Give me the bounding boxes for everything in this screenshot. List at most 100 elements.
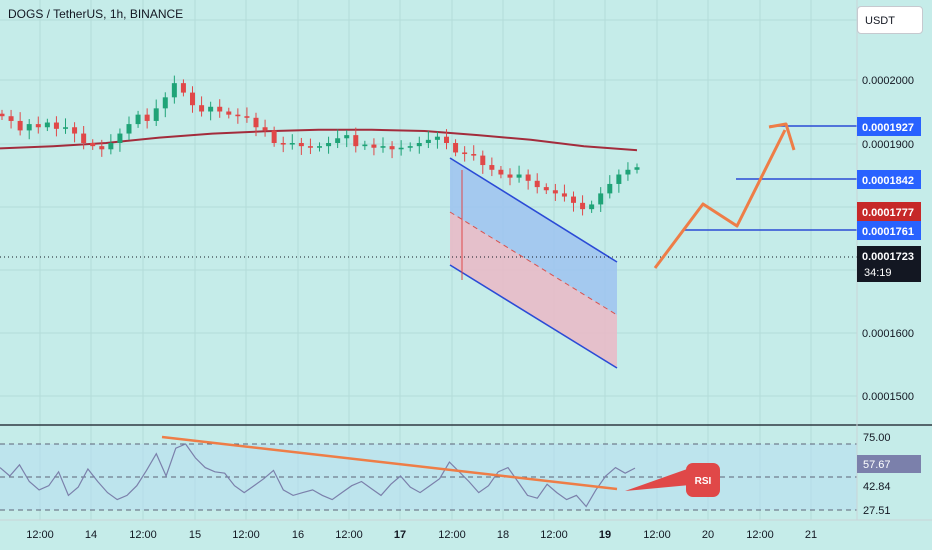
candle-body: [380, 146, 386, 148]
candle-body: [453, 143, 459, 153]
candle-body: [53, 122, 59, 129]
price-tag-last: [857, 246, 921, 282]
candle-body: [298, 143, 304, 147]
candle-body: [625, 169, 631, 175]
candle-body: [462, 152, 468, 155]
candle-body: [362, 144, 368, 147]
candle-body: [126, 124, 132, 134]
candle-body: [498, 169, 504, 175]
time-tick: 20: [702, 529, 714, 541]
candle-body: [480, 155, 486, 166]
rsi-current-tag: [857, 455, 921, 473]
moving-average-line: [0, 128, 638, 152]
channel-bottom-line: [449, 264, 618, 369]
time-axis[interactable]: 12:00 14 12:00 15 12:00 16 12:00 17 12:00 18 12:00…: [0, 519, 932, 541]
symbol-title: DOGS / TetherUS, 1h, BINANCE: [8, 7, 184, 21]
rsi-tick-75: 75.00: [863, 432, 891, 444]
channel-upper-fill: [450, 158, 617, 315]
time-tick: 21: [805, 529, 817, 541]
time-tick: 12:00: [540, 529, 568, 541]
candle-body: [507, 174, 513, 178]
target-lines: [0, 125, 857, 258]
candle-body: [326, 143, 332, 147]
rsi-callout: [686, 463, 720, 497]
candle-body: [190, 92, 195, 106]
candle-body: [344, 135, 350, 139]
forecast-arrow: [653, 122, 796, 269]
candle-body: [162, 97, 168, 109]
candle-body: [262, 127, 268, 131]
time-tick: 19: [599, 529, 611, 541]
candle-body: [634, 167, 640, 170]
time-tick: 12:00: [232, 529, 260, 541]
forecast-path: [653, 129, 787, 269]
time-tick: 17: [394, 529, 406, 541]
rsi-pane: RSI: [0, 435, 857, 511]
rsi-tick-4284: 42.84: [863, 481, 891, 493]
candle-body: [525, 174, 531, 181]
candle-body: [217, 106, 223, 112]
price-tick-0001600: 0.0001600: [862, 328, 914, 340]
candle-body: [171, 83, 177, 98]
time-tick: 15: [189, 529, 201, 541]
candle-body: [589, 204, 595, 210]
price-tag-target-2: [857, 170, 921, 189]
candle-body: [8, 116, 14, 121]
rsi-trendline: [161, 435, 618, 491]
candle-body: [44, 122, 50, 128]
price-tag-last-text: 0.0001723: [862, 251, 914, 263]
candle-body: [489, 165, 495, 170]
currency-button[interactable]: USDT: [857, 6, 923, 34]
price-tag-target-1: [857, 117, 921, 136]
candle-body: [144, 114, 150, 121]
chart-grid: [0, 0, 857, 520]
price-tag-target-1-text: 0.0001927: [862, 122, 914, 134]
candle-body: [398, 147, 404, 150]
price-tag-countdown: 34:19: [864, 267, 892, 279]
candle-body: [253, 117, 259, 128]
candle-body: [117, 133, 123, 143]
candle-body: [226, 111, 232, 115]
candle-body: [580, 202, 586, 210]
time-tick: 12:00: [335, 529, 363, 541]
channel-mid-line: [449, 211, 618, 316]
candlestick-series: [0, 75, 640, 216]
candle-body: [552, 190, 558, 194]
candle-body: [244, 116, 250, 118]
candle-body: [289, 143, 295, 145]
price-tag-target-3: [857, 221, 921, 240]
candle-body: [180, 83, 186, 93]
candle-body: [108, 143, 114, 150]
candle-body: [307, 146, 313, 148]
candle-body: [153, 108, 159, 121]
time-tick: 12:00: [129, 529, 157, 541]
candle-body: [208, 106, 214, 112]
time-tick: 12:00: [746, 529, 774, 541]
price-tag-target-3-text: 0.0001761: [862, 226, 914, 238]
rsi-callout-label: RSI: [695, 476, 712, 487]
candle-body: [271, 130, 277, 143]
time-tick: 12:00: [438, 529, 466, 541]
price-tag-ma: [857, 202, 921, 221]
channel-top-line: [449, 157, 618, 263]
candle-body: [407, 146, 413, 148]
rsi-line: [0, 443, 636, 508]
candle-body: [90, 143, 96, 147]
price-tag-ma-text: 0.0001777: [862, 207, 914, 219]
candle-body: [35, 124, 41, 128]
candle-body: [534, 180, 540, 188]
candle-body: [72, 127, 78, 134]
price-axis[interactable]: 0.0002000 0.0001900 0.0001600 0.0001500 …: [856, 0, 921, 520]
channel-lower-fill: [450, 212, 617, 368]
descending-channel: [449, 157, 618, 369]
candle-body: [353, 135, 359, 147]
rsi-axis[interactable]: 75.00 57.67 42.84 27.51: [857, 432, 921, 517]
time-tick: 16: [292, 529, 304, 541]
rsi-callout-pointer: [625, 468, 690, 491]
candle-body: [63, 127, 68, 129]
candle-body: [235, 114, 241, 117]
candle-body: [389, 146, 395, 150]
rsi-current-text: 57.67: [863, 459, 891, 471]
